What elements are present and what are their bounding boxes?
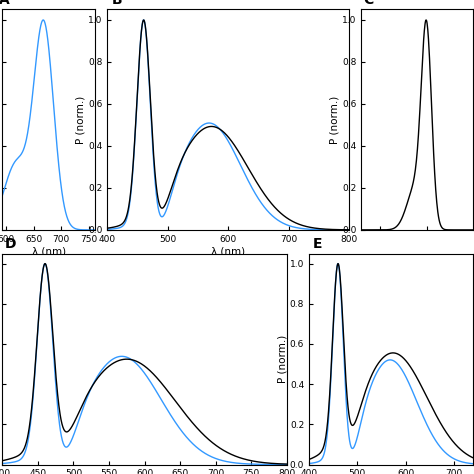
Text: D: D <box>5 237 17 252</box>
X-axis label: λ (nm): λ (nm) <box>211 246 246 256</box>
Y-axis label: P (norm.): P (norm.) <box>75 96 85 144</box>
Text: E: E <box>312 237 322 252</box>
Text: B: B <box>112 0 123 7</box>
Y-axis label: P (norm.): P (norm.) <box>277 335 287 383</box>
X-axis label: λ (nm): λ (nm) <box>32 246 66 256</box>
Text: A: A <box>0 0 9 7</box>
Y-axis label: P (norm.): P (norm.) <box>329 96 339 144</box>
Text: C: C <box>364 0 374 7</box>
